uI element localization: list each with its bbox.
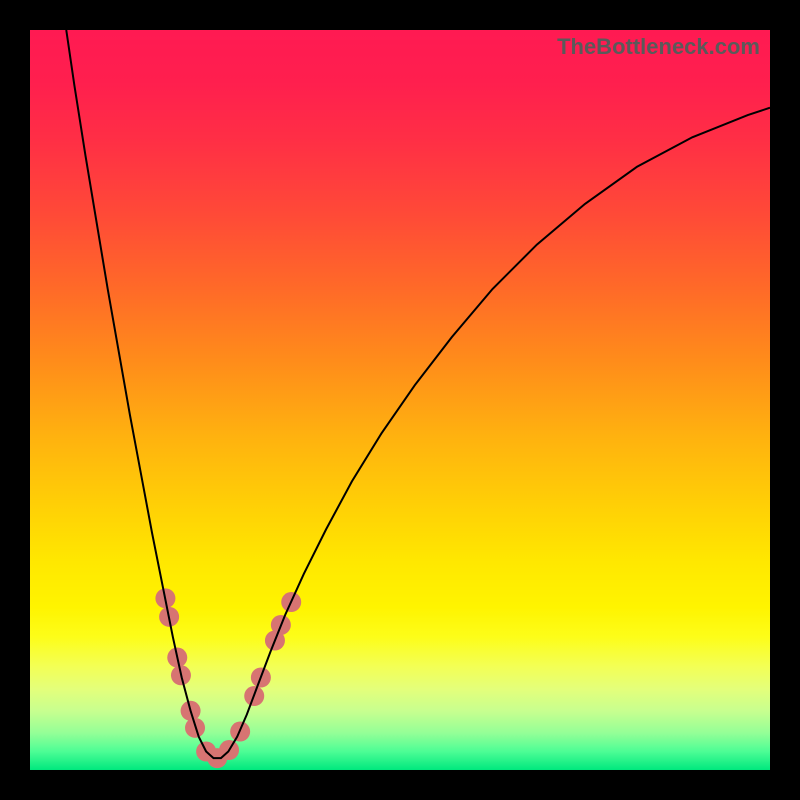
watermark-text: TheBottleneck.com (557, 34, 760, 60)
plot-area (30, 30, 770, 770)
bottleneck-curve (66, 30, 770, 758)
chart-frame: TheBottleneck.com (0, 0, 800, 800)
curve-layer (30, 30, 770, 770)
markers-group (155, 588, 301, 768)
